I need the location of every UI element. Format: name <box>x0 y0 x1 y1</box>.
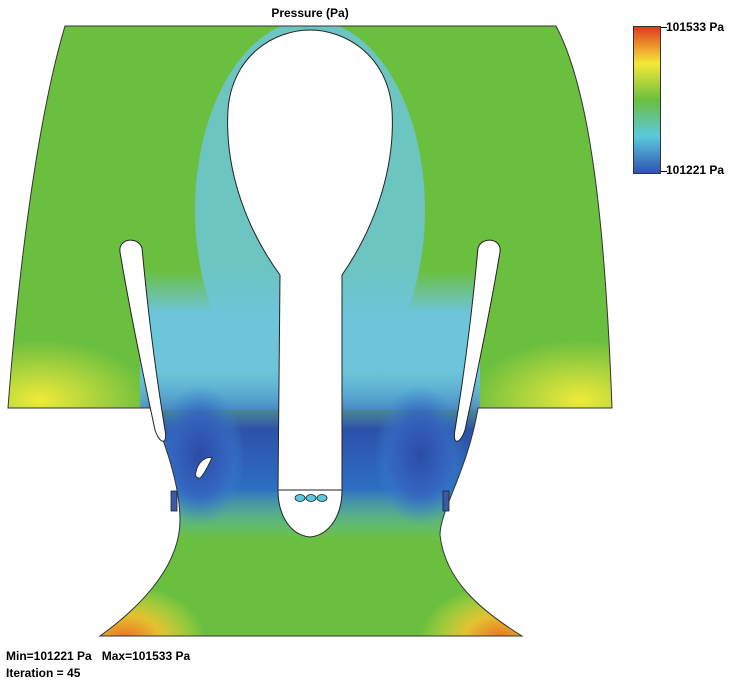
port-hole <box>294 494 306 502</box>
right-sensor <box>442 490 450 512</box>
body-tip <box>277 489 343 538</box>
colorbar-max-label: 101533 Pa <box>666 20 725 34</box>
stats-panel: Min=101221 Pa Max=101533 Pa Iteration = … <box>6 648 190 682</box>
minmax-text: Min=101221 Pa Max=101533 Pa <box>6 649 191 663</box>
port-hole <box>305 494 317 502</box>
small-void <box>195 457 213 479</box>
left-fin <box>119 239 167 442</box>
colorbar-tick-min <box>661 171 667 172</box>
iteration-text: Iteration = 45 <box>6 666 81 680</box>
colorbar-min-label: 101221 Pa <box>666 163 725 177</box>
colorbar-tick-max <box>661 27 667 28</box>
central-body <box>227 29 393 491</box>
plot-title: Pressure (Pa) <box>271 6 349 20</box>
colorbar <box>633 26 661 174</box>
left-sensor <box>170 490 178 512</box>
domain-outline <box>7 25 613 637</box>
port-hole <box>316 494 328 502</box>
right-fin <box>453 239 501 442</box>
